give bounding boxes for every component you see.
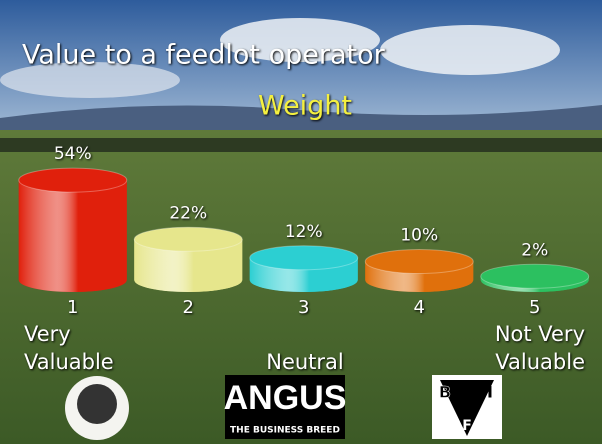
x-tick-label: 2 <box>183 297 194 318</box>
cloud <box>380 25 560 75</box>
annotation: Very Valuable <box>24 322 114 374</box>
cloud <box>220 18 380 62</box>
cloud <box>0 62 180 98</box>
logo-angus: ANGUS <box>224 379 347 417</box>
logo-bif-letter: I <box>487 383 493 402</box>
logo-bif-letter: B <box>439 383 451 402</box>
chart-title: Value to a feedlot operator <box>22 40 386 71</box>
chart-subtitle: Weight <box>258 91 352 122</box>
logo-angus-box <box>225 375 345 439</box>
logo-bic-inner <box>77 384 117 424</box>
value-label: 12% <box>285 222 323 242</box>
logo-bif-triangle <box>440 380 494 436</box>
bar-top <box>133 226 243 252</box>
hills <box>0 105 602 135</box>
value-label: 54% <box>54 144 92 164</box>
x-tick-label: 5 <box>529 297 540 318</box>
bar-top <box>480 263 590 289</box>
bar-top <box>18 167 128 193</box>
bar-shade <box>134 239 243 292</box>
trees <box>0 138 602 152</box>
value-label: 10% <box>400 226 438 246</box>
x-tick-label: 4 <box>414 297 425 318</box>
annotation: Not Very Valuable <box>494 322 585 374</box>
bar-top <box>249 245 359 271</box>
logo-angus-tagline: THE BUSINESS BREED <box>230 426 340 436</box>
bar-top <box>364 249 474 274</box>
x-tick-label: 3 <box>298 297 309 318</box>
x-tick-label: 1 <box>67 297 78 318</box>
logo-bif-letter: F <box>462 418 472 434</box>
value-label: 22% <box>169 203 207 223</box>
bar-shade <box>18 180 127 292</box>
value-label: 2% <box>521 240 548 260</box>
annotation: Neutral <box>266 350 344 374</box>
